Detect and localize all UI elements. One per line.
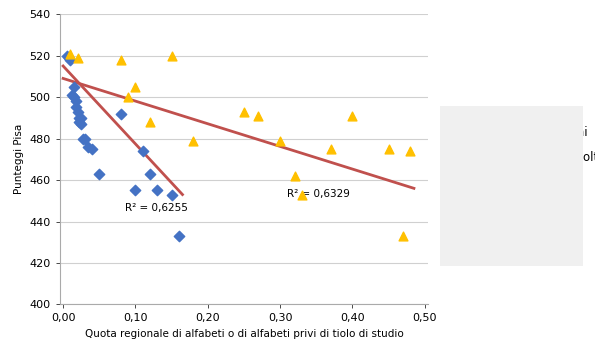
- 65-69 anni: [116, 111, 126, 116]
- 75 anni e oltre: [123, 94, 133, 100]
- 75 anni e oltre: [384, 146, 393, 152]
- 65-69 anni: [74, 119, 84, 125]
- Y-axis label: Punteggi Pisa: Punteggi Pisa: [14, 124, 24, 194]
- 75 anni e oltre: [167, 53, 176, 58]
- 75 anni e oltre: [116, 57, 126, 63]
- 65-69 anni: [145, 171, 155, 177]
- 75 anni e oltre: [131, 84, 140, 90]
- 65-69 anni: [87, 146, 97, 152]
- 75 anni e oltre: [406, 148, 415, 154]
- 65-69 anni: [174, 233, 184, 239]
- 65-69 anni: [71, 98, 81, 104]
- 65-69 anni: [138, 148, 148, 154]
- 65-69 anni: [73, 109, 82, 114]
- 65-69 anni: [65, 57, 75, 63]
- 75 anni e oltre: [253, 113, 263, 119]
- 75 anni e oltre: [347, 113, 357, 119]
- 75 anni e oltre: [290, 173, 299, 179]
- 75 anni e oltre: [398, 233, 408, 239]
- 75 anni e oltre: [73, 55, 82, 61]
- 65-69 anni: [62, 53, 71, 58]
- 75 anni e oltre: [326, 146, 336, 152]
- 65-69 anni: [152, 188, 162, 193]
- 75 anni e oltre: [145, 119, 155, 125]
- 65-69 anni: [74, 115, 84, 121]
- Legend: 65-69 anni, 75 anni e oltre: 65-69 anni, 75 anni e oltre: [501, 120, 595, 170]
- 75 anni e oltre: [239, 109, 249, 114]
- 65-69 anni: [167, 192, 176, 198]
- 75 anni e oltre: [275, 138, 285, 143]
- 65-69 anni: [131, 188, 140, 193]
- 65-69 anni: [69, 84, 79, 90]
- 65-69 anni: [69, 94, 79, 100]
- 65-69 anni: [67, 92, 77, 98]
- 65-69 anni: [84, 144, 93, 150]
- X-axis label: Quota regionale di alfabeti o di alfabeti privi di tiolo di studio: Quota regionale di alfabeti o di alfabet…: [84, 329, 403, 339]
- 65-69 anni: [79, 136, 88, 141]
- 65-69 anni: [64, 55, 74, 61]
- 65-69 anni: [76, 115, 86, 121]
- 75 anni e oltre: [297, 192, 306, 198]
- 65-69 anni: [71, 105, 81, 110]
- 65-69 anni: [95, 171, 104, 177]
- 75 anni e oltre: [65, 51, 75, 56]
- Text: R² = 0,6329: R² = 0,6329: [287, 189, 350, 199]
- 75 anni e oltre: [189, 138, 198, 143]
- 65-69 anni: [76, 121, 86, 127]
- 65-69 anni: [80, 136, 90, 141]
- Text: R² = 0,6255: R² = 0,6255: [124, 203, 187, 213]
